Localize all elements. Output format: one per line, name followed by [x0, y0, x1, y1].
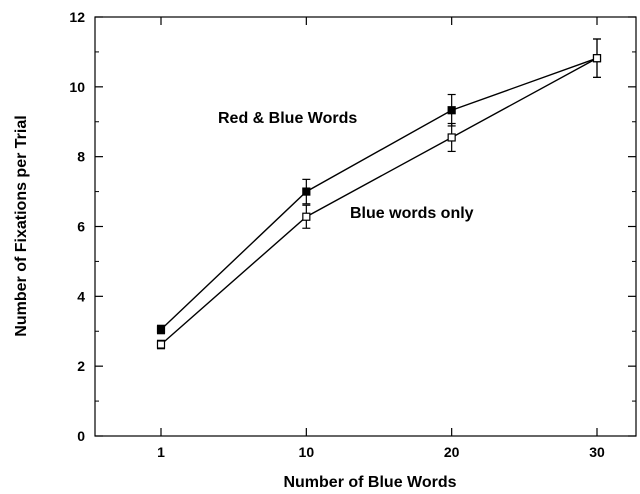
- data-point-open: [447, 133, 456, 142]
- data-point-open: [156, 340, 166, 349]
- x-tick-label: 30: [589, 444, 605, 460]
- x-axis: 1 10 20 30: [157, 17, 605, 460]
- x-tick-label: 1: [157, 444, 165, 460]
- series-line-red-blue: [160, 57, 598, 331]
- plot-frame: [94, 16, 637, 437]
- y-tick-label: 0: [77, 428, 85, 444]
- series-label-blue-only: Blue words only: [350, 205, 474, 222]
- x-tick-label: 20: [444, 444, 460, 460]
- data-point-open: [302, 212, 311, 221]
- y-tick-label: 2: [77, 358, 85, 374]
- data-point-filled: [156, 325, 166, 334]
- y-tick-label: 10: [69, 79, 85, 95]
- y-tick-label: 8: [77, 149, 85, 165]
- y-axis: 0 2 4 6 8 10 12: [69, 9, 636, 444]
- x-tick-label: 10: [299, 444, 315, 460]
- series-layer: [156, 38, 602, 350]
- series-label-red-blue: Red & Blue Words: [218, 110, 357, 127]
- x-axis-title: Number of Blue Words: [283, 474, 456, 491]
- y-axis-title: Number of Fixations per Trial: [13, 115, 30, 336]
- data-point-filled: [302, 187, 311, 196]
- y-tick-label: 6: [77, 219, 85, 235]
- data-point-open: [592, 54, 602, 63]
- y-tick-label: 4: [77, 288, 85, 304]
- data-point-filled: [447, 106, 456, 115]
- series-line-blue-only: [160, 57, 598, 346]
- y-tick-label: 12: [69, 9, 85, 25]
